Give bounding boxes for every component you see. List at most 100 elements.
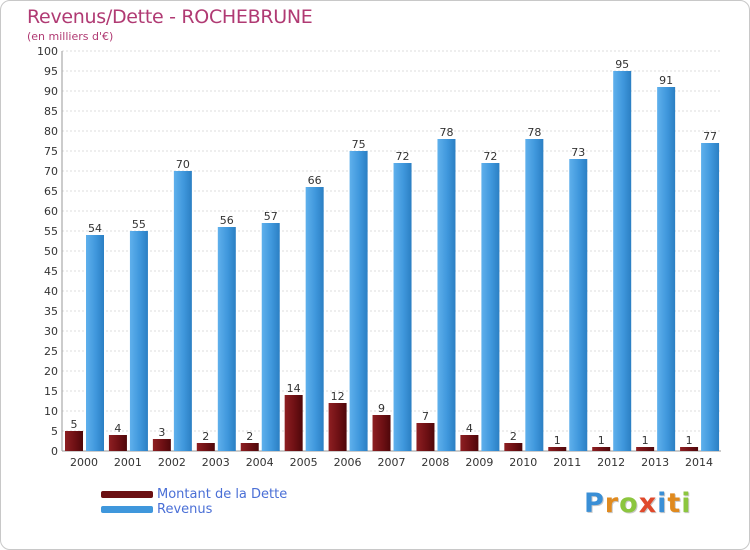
- y-tick-label: 75: [44, 145, 58, 158]
- bar-revenus-2002: [173, 171, 192, 451]
- y-tick-label: 40: [44, 285, 58, 298]
- y-tick-label: 30: [44, 325, 58, 338]
- y-tick-label: 5: [51, 425, 58, 438]
- bar-dette-2006: [328, 403, 347, 451]
- bar-revenus-2007: [393, 163, 412, 451]
- x-tick-label: 2008: [421, 456, 449, 469]
- legend-label-revenus: Revenus: [157, 502, 213, 517]
- y-tick-label: 80: [44, 125, 58, 138]
- x-tick-label: 2009: [465, 456, 493, 469]
- data-label-revenus-2009: 72: [483, 150, 497, 163]
- y-tick-label: 70: [44, 165, 58, 178]
- y-tick-label: 10: [44, 405, 58, 418]
- data-label-dette-2008: 7: [422, 410, 429, 423]
- data-label-revenus-2014: 77: [703, 130, 717, 143]
- y-tick-label: 15: [44, 385, 58, 398]
- x-tick-label: 2000: [70, 456, 98, 469]
- data-label-revenus-2004: 57: [264, 210, 278, 223]
- legend-swatch-debt: [101, 491, 153, 498]
- x-tick-label: 2013: [641, 456, 669, 469]
- bar-dette-2011: [548, 447, 567, 451]
- bar-dette-2000: [65, 431, 83, 451]
- grid-layer: [61, 50, 721, 452]
- bar-revenus-2000: [86, 235, 104, 451]
- data-label-dette-2007: 9: [378, 402, 385, 415]
- bar-revenus-2014: [701, 143, 720, 451]
- data-label-revenus-2003: 56: [220, 214, 234, 227]
- data-label-revenus-2007: 72: [396, 150, 410, 163]
- x-tick-label: 2011: [553, 456, 581, 469]
- bar-dette-2012: [592, 447, 611, 451]
- bar-revenus-2009: [481, 163, 500, 451]
- data-label-dette-2004: 2: [246, 430, 253, 443]
- bar-dette-2004: [240, 443, 259, 451]
- y-tick-label: 60: [44, 205, 58, 218]
- data-label-dette-2010: 2: [510, 430, 517, 443]
- proxiti-logo: Proxiti: [584, 488, 692, 519]
- chart-subtitle: (en milliers d'€): [27, 30, 114, 43]
- x-tick-label: 2012: [597, 456, 625, 469]
- bar-revenus-2006: [349, 151, 368, 451]
- y-tick-label: 50: [44, 245, 58, 258]
- y-tick-label: 0: [51, 445, 58, 458]
- bar-dette-2008: [416, 423, 435, 451]
- x-tick-label: 2002: [158, 456, 186, 469]
- data-label-dette-2002: 3: [158, 426, 165, 439]
- x-tick-label: 2001: [114, 456, 142, 469]
- bar-dette-2005: [284, 395, 303, 451]
- data-label-revenus-2006: 75: [352, 138, 366, 151]
- data-label-revenus-2001: 55: [132, 218, 146, 231]
- y-tick-label: 20: [44, 365, 58, 378]
- data-label-dette-2006: 12: [331, 390, 345, 403]
- x-tick-label: 2010: [509, 456, 537, 469]
- bar-revenus-2005: [305, 187, 324, 451]
- data-label-revenus-2000: 54: [88, 222, 102, 235]
- logo-letter: r: [604, 488, 620, 519]
- y-tick-label: 65: [44, 185, 58, 198]
- y-tick-label: 100: [37, 45, 58, 58]
- y-tick-label: 25: [44, 345, 58, 358]
- chart-title: Revenus/Dette - ROCHEBRUNE: [27, 6, 313, 28]
- bar-dette-2009: [460, 435, 479, 451]
- x-tick-label: 2004: [246, 456, 274, 469]
- y-tick-label: 95: [44, 65, 58, 78]
- y-tick-label: 35: [44, 305, 58, 318]
- data-label-dette-2005: 14: [287, 382, 301, 395]
- bar-revenus-2004: [261, 223, 280, 451]
- bar-dette-2013: [636, 447, 655, 451]
- label-layer: 0510152025303540455055606570758085909510…: [37, 45, 717, 469]
- x-tick-label: 2003: [202, 456, 230, 469]
- data-label-revenus-2012: 95: [615, 58, 629, 71]
- data-label-revenus-2005: 66: [308, 174, 322, 187]
- data-label-dette-2009: 4: [466, 422, 473, 435]
- data-label-revenus-2013: 91: [659, 74, 673, 87]
- bar-dette-2007: [372, 415, 391, 451]
- logo-letter: i: [657, 488, 668, 519]
- data-label-dette-2000: 5: [71, 418, 78, 431]
- data-label-revenus-2002: 70: [176, 158, 190, 171]
- legend-label-debt: Montant de la Dette: [157, 487, 288, 502]
- logo-letter: i: [681, 488, 692, 519]
- y-tick-label: 55: [44, 225, 58, 238]
- bar-revenus-2003: [217, 227, 236, 451]
- data-label-dette-2013: 1: [642, 434, 649, 447]
- bar-revenus-2010: [525, 139, 544, 451]
- x-tick-label: 2014: [685, 456, 713, 469]
- y-tick-label: 45: [44, 265, 58, 278]
- y-tick-label: 85: [44, 105, 58, 118]
- data-label-revenus-2010: 78: [527, 126, 541, 139]
- x-tick-label: 2007: [378, 456, 406, 469]
- data-label-dette-2011: 1: [554, 434, 561, 447]
- y-tick-label: 90: [44, 85, 58, 98]
- x-tick-label: 2006: [334, 456, 362, 469]
- logo-letter: P: [584, 488, 605, 519]
- bar-revenus-2001: [129, 231, 148, 451]
- logo-letter: x: [638, 488, 658, 519]
- bar-revenus-2008: [437, 139, 456, 451]
- data-label-revenus-2011: 73: [571, 146, 585, 159]
- bar-revenus-2012: [613, 71, 632, 451]
- bar-layer: [65, 71, 720, 451]
- bar-revenus-2013: [657, 87, 676, 451]
- data-label-dette-2012: 1: [598, 434, 605, 447]
